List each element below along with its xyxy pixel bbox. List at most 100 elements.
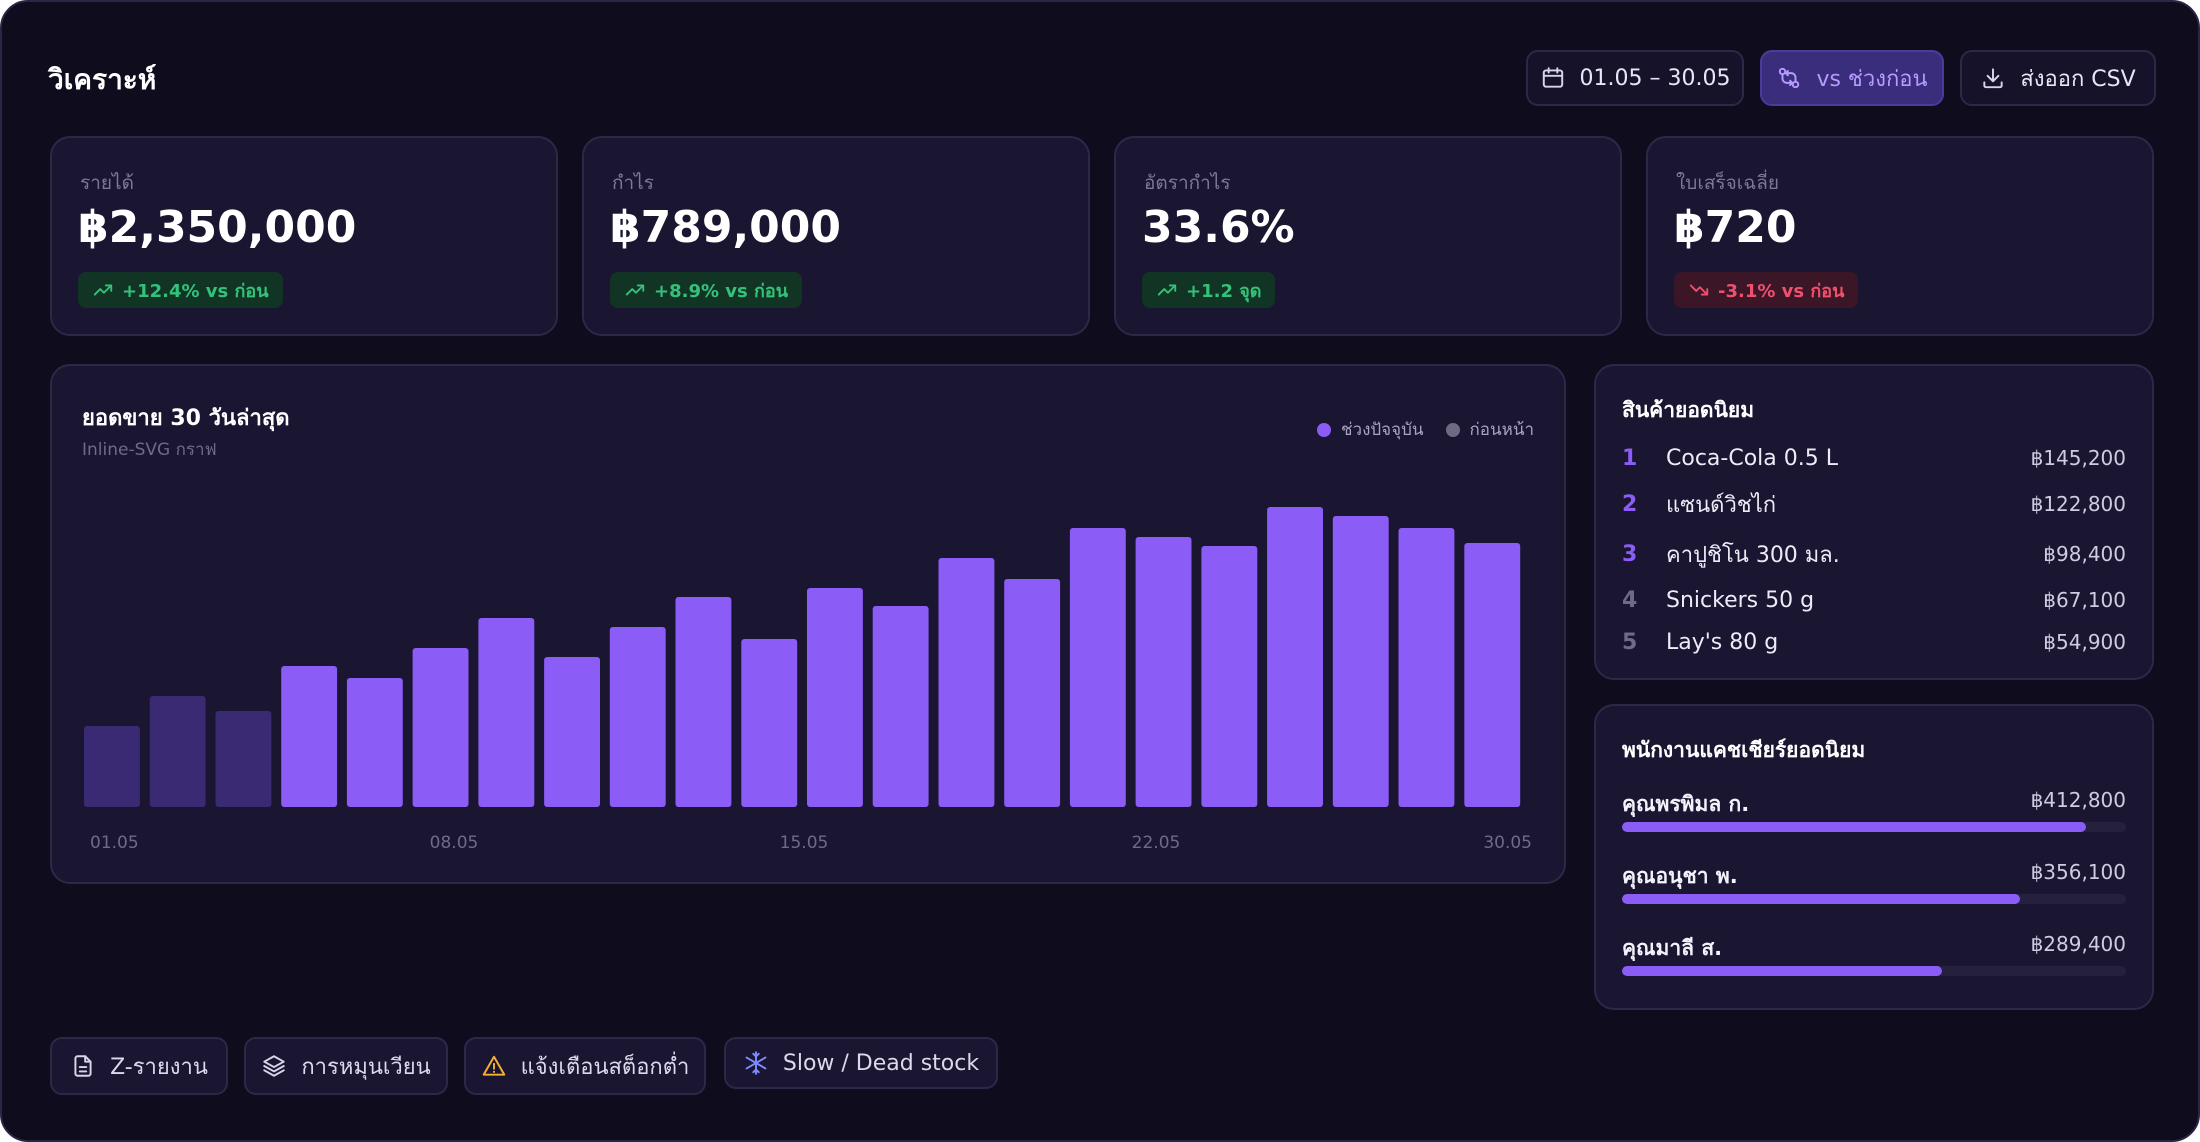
kpi-delta-text: +12.4% vs ก่อน [122,280,269,302]
product-rank: 5 [1622,629,1638,655]
chart-bar[interactable] [1332,516,1389,807]
kpi-label: ใบเสร็จเฉลี่ย [1676,172,1779,194]
kpi-label: รายได้ [80,172,134,194]
kpi-card-profit: กำไร ฿789,000 +8.9% vs ก่อน [582,136,1090,336]
legend-item-previous: ก่อนหน้า [1445,416,1535,443]
product-row[interactable]: 4 Snickers 50 g ฿67,100 [1622,580,2126,620]
cashier-row[interactable]: คุณพรพิมล ก. ฿412,800 [1622,788,2126,848]
chart-bar[interactable] [1069,528,1126,807]
compare-arrows-icon [1779,67,1800,89]
chart-bar[interactable] [1267,507,1323,807]
z-report-button[interactable]: Z-รายงาน [50,1037,228,1095]
legend-swatch [1445,422,1460,437]
rotation-button[interactable]: การหมุนเวียน [244,1037,448,1095]
trend-up-icon [1157,284,1177,296]
trend-up-icon [93,284,113,296]
product-name: Coca-Cola 0.5 L [1666,445,1838,471]
cashier-progress-track [1622,894,2126,904]
kpi-delta-badge: +1.2 จุด [1142,272,1276,308]
product-rank: 3 [1622,541,1638,567]
product-rank: 2 [1622,491,1638,517]
product-row[interactable]: 1 Coca-Cola 0.5 L ฿145,200 [1622,438,2126,478]
kpi-value: ฿789,000 [610,202,842,253]
cashier-progress-fill [1622,966,1943,976]
cashier-value: ฿289,400 [2030,932,2126,956]
date-range-button[interactable]: 01.05 – 30.05 [1526,50,1744,106]
chart-bar[interactable] [1004,579,1061,807]
product-row[interactable]: 2 แซนด์วิชไก่ ฿122,800 [1622,484,2126,524]
cashier-row[interactable]: คุณมาลี ส. ฿289,400 [1622,932,2126,992]
product-name: Lay's 80 g [1666,629,1779,655]
product-value: ฿122,800 [2030,492,2126,516]
chart-bar[interactable] [1201,546,1258,807]
chart-bar[interactable] [149,696,206,807]
top-products-card: สินค้ายอดนิยม 1 Coca-Cola 0.5 L ฿145,200… [1594,364,2154,680]
kpi-card-margin: อัตรากำไร 33.6% +1.2 จุด [1114,136,1622,336]
x-tick-label: 01.05 [90,833,139,853]
kpi-delta-text: +8.9% vs ก่อน [654,280,788,302]
dead-stock-button[interactable]: Slow / Dead stock [724,1037,998,1089]
product-value: ฿98,400 [2043,542,2126,566]
download-icon [1983,68,2003,89]
chart-bar[interactable] [807,588,863,807]
product-row[interactable]: 3 คาปูชิโน 300 มล. ฿98,400 [1622,534,2126,574]
product-name: คาปูชิโน 300 มล. [1666,542,1840,568]
top-products-title: สินค้ายอดนิยม [1622,398,1755,422]
calendar-icon [1542,67,1563,88]
chart-bar[interactable] [346,678,403,807]
chart-bar[interactable] [1135,537,1192,807]
cashier-progress-fill [1622,822,2086,832]
product-rank: 1 [1622,445,1638,471]
z-report-label: Z-รายงาน [110,1054,208,1080]
sales-chart-card: 01.05 08.05 15.05 22.05 30.05 ยอดขาย 30 วันล… [50,364,1566,884]
chart-legend: ช่วงปัจจุบัน ก่อนหน้า [1316,416,1535,443]
kpi-label: อัตรากำไร [1144,172,1231,194]
page-title: วิเคราะห์ [48,63,157,96]
cashier-progress-track [1622,822,2126,832]
chart-bar[interactable] [609,627,666,807]
compare-button[interactable]: vs ช่วงก่อน [1760,50,1944,106]
document-icon [74,1055,92,1077]
product-value: ฿67,100 [2043,588,2126,612]
chart-bar[interactable] [412,648,469,807]
export-csv-button[interactable]: ส่งออก CSV [1960,50,2156,106]
kpi-value: ฿720 [1674,202,1797,253]
chart-bar[interactable] [478,618,535,807]
cashier-progress-fill [1622,894,2021,904]
product-rank: 4 [1622,587,1638,613]
product-name: Snickers 50 g [1666,587,1815,613]
legend-swatch [1316,422,1331,437]
low-stock-label: แจ้งเตือนสต็อกต่ำ [520,1054,690,1080]
chart-bar[interactable] [1464,543,1521,807]
chart-bar[interactable] [84,726,140,807]
chart-bar[interactable] [938,558,995,807]
chart-bar[interactable] [215,711,272,807]
chart-bar[interactable] [544,657,600,807]
top-cashiers-title: พนักงานแคชเชียร์ยอดนิยม [1622,738,1866,762]
cashier-name: คุณพรพิมล ก. [1622,792,1750,816]
product-row[interactable]: 5 Lay's 80 g ฿54,900 [1622,622,2126,662]
kpi-label: กำไร [612,172,654,194]
trend-up-icon [625,284,645,296]
top-cashiers-card: พนักงานแคชเชียร์ยอดนิยม คุณพรพิมล ก. ฿41… [1594,704,2154,1010]
kpi-delta-badge: +8.9% vs ก่อน [610,272,802,308]
legend-label: ก่อนหน้า [1469,420,1535,440]
x-tick-label: 22.05 [1132,833,1181,853]
product-name: แซนด์วิชไก่ [1666,492,1777,518]
kpi-value: 33.6% [1142,202,1295,253]
warning-icon [482,1055,505,1076]
chart-bar[interactable] [872,606,929,807]
chart-bar[interactable] [1398,528,1455,807]
chart-bar[interactable] [281,666,338,807]
layers-icon [263,1055,286,1077]
dead-stock-label: Slow / Dead stock [782,1050,980,1076]
low-stock-alert-button[interactable]: แจ้งเตือนสต็อกต่ำ [464,1037,706,1095]
cashier-row[interactable]: คุณอนุชา พ. ฿356,100 [1622,860,2126,920]
cashier-name: คุณมาลี ส. [1622,936,1723,960]
chart-bar[interactable] [675,597,732,807]
x-tick-label: 30.05 [1483,833,1532,853]
legend-label: ช่วงปัจจุบัน [1340,420,1424,440]
cashier-value: ฿356,100 [2030,860,2126,884]
kpi-value: ฿2,350,000 [78,202,357,253]
chart-bar[interactable] [741,639,798,807]
